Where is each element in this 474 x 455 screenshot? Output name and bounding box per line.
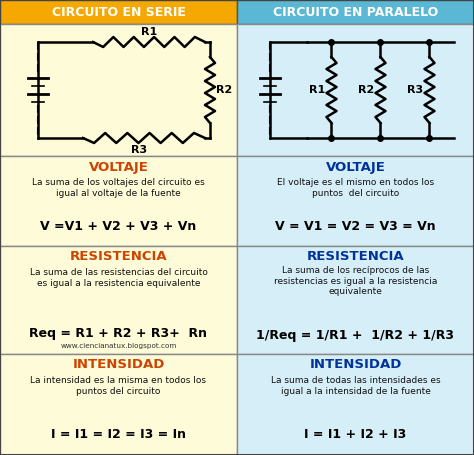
Bar [237, 246, 474, 354]
Bar [0, 354, 237, 455]
Text: R3: R3 [408, 85, 424, 95]
Text: VOLTAJE: VOLTAJE [326, 161, 385, 173]
Text: Req = R1 + R2 + R3+  Rn: Req = R1 + R2 + R3+ Rn [29, 328, 208, 340]
Text: INTENSIDAD: INTENSIDAD [73, 359, 164, 371]
Text: R2: R2 [216, 85, 232, 95]
Text: R2: R2 [358, 85, 374, 95]
Text: La intensidad es la misma en todos los
puntos del circuito: La intensidad es la misma en todos los p… [30, 376, 207, 396]
Text: CIRCUITO EN SERIE: CIRCUITO EN SERIE [52, 5, 185, 19]
Text: La suma de las resistencias del circuito
es igual a la resistencia equivalente: La suma de las resistencias del circuito… [29, 268, 208, 288]
Text: VOLTAJE: VOLTAJE [89, 161, 148, 173]
Bar [237, 24, 474, 156]
Text: R1: R1 [310, 85, 326, 95]
Text: I = I1 = I2 = I3 = In: I = I1 = I2 = I3 = In [51, 429, 186, 441]
Text: I = I1 + I2 + I3: I = I1 + I2 + I3 [304, 429, 407, 441]
Text: 1/Req = 1/R1 +  1/R2 + 1/R3: 1/Req = 1/R1 + 1/R2 + 1/R3 [256, 329, 455, 343]
Text: INTENSIDAD: INTENSIDAD [310, 359, 401, 371]
Text: La suma de los recíprocos de las
resistencias es igual a la resistencia
equivale: La suma de los recíprocos de las resiste… [274, 266, 437, 296]
Text: RESISTENCIA: RESISTENCIA [307, 251, 404, 263]
Text: V = V1 = V2 = V3 = Vn: V = V1 = V2 = V3 = Vn [275, 219, 436, 233]
Text: R1: R1 [141, 27, 157, 37]
Text: www.ciencianatux.blogspot.com: www.ciencianatux.blogspot.com [60, 343, 177, 349]
Text: RESISTENCIA: RESISTENCIA [70, 251, 167, 263]
Text: R3: R3 [131, 145, 147, 155]
Text: La suma de los voltajes del circuito es
igual al voltaje de la fuente: La suma de los voltajes del circuito es … [32, 178, 205, 198]
Text: El voltaje es el mismo en todos los
puntos  del circuito: El voltaje es el mismo en todos los punt… [277, 178, 434, 198]
Bar [237, 156, 474, 246]
Bar [237, 354, 474, 455]
Text: CIRCUITO EN PARALELO: CIRCUITO EN PARALELO [273, 5, 438, 19]
Bar [0, 0, 237, 24]
Bar [0, 24, 237, 156]
Text: La suma de todas las intensidades es
igual a la intensidad de la fuente: La suma de todas las intensidades es igu… [271, 376, 440, 396]
Bar [0, 246, 237, 354]
Bar [237, 0, 474, 24]
Bar [0, 156, 237, 246]
Text: V =V1 + V2 + V3 + Vn: V =V1 + V2 + V3 + Vn [40, 219, 197, 233]
